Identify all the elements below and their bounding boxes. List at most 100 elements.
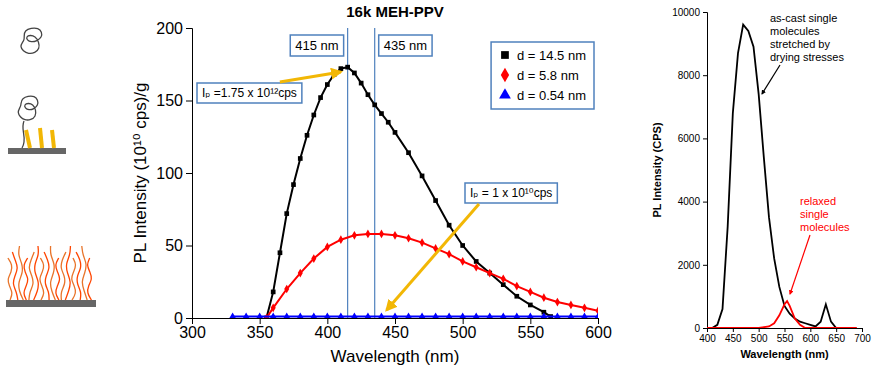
data-point xyxy=(378,312,385,318)
x-tick-label: 450 xyxy=(382,324,409,341)
data-point xyxy=(392,231,397,240)
data-point xyxy=(297,312,304,318)
y-axis-title: PL Intensity (10¹⁰ cps)/g xyxy=(131,83,150,264)
data-point xyxy=(366,92,371,97)
linker xyxy=(52,130,54,148)
data-point xyxy=(298,156,303,161)
annotation-text: 415 nm xyxy=(295,38,338,53)
data-point xyxy=(298,269,303,278)
brush-chain xyxy=(82,246,87,300)
annotation-frame xyxy=(379,35,432,56)
legend-entry: d = 14.5 nm xyxy=(501,48,586,63)
y-tick-mark xyxy=(703,75,707,76)
y-tick: 150 xyxy=(156,92,192,109)
x-tick-mark xyxy=(810,328,811,332)
x-tick-mark xyxy=(862,328,863,332)
annotation-text: molecules xyxy=(770,25,820,37)
y-tick-mark xyxy=(703,138,707,139)
annotation-text: relaxed xyxy=(800,195,836,207)
annotation-text: drying stresses xyxy=(770,51,844,63)
data-point xyxy=(270,312,277,318)
data-point xyxy=(345,65,350,70)
plot-area xyxy=(229,28,598,318)
x-tick: 450 xyxy=(382,318,409,341)
y-axis-line xyxy=(703,13,708,329)
data-point xyxy=(528,303,533,308)
brush-chain xyxy=(29,252,34,300)
data-point xyxy=(325,82,330,87)
x-tick-mark xyxy=(260,318,261,324)
y-tick: 200 xyxy=(156,20,192,37)
y-tick: 2000 xyxy=(678,260,707,271)
data-point xyxy=(513,312,520,318)
data-point xyxy=(352,71,357,76)
data-point xyxy=(318,95,323,100)
legend-entry: d = 0.54 nm xyxy=(499,88,586,103)
x-tick: 550 xyxy=(517,318,544,341)
data-point xyxy=(420,238,425,247)
x-axis-title: Wavelength (nm) xyxy=(331,347,460,366)
data-point xyxy=(243,312,250,318)
linker xyxy=(26,130,30,148)
series-line xyxy=(712,25,841,328)
data-point xyxy=(365,230,370,239)
y-axis: 050100150200 xyxy=(156,20,192,327)
x-tick-mark xyxy=(785,328,786,332)
data-point xyxy=(555,298,560,307)
y-tick-label: 0 xyxy=(694,323,700,334)
x-tick-label: 550 xyxy=(517,324,544,341)
data-point xyxy=(339,66,344,71)
brush-chain xyxy=(72,258,76,300)
brush-chain xyxy=(88,258,92,300)
y-tick-mark xyxy=(703,265,707,266)
y-tick: 4000 xyxy=(678,196,707,207)
y-tick-label: 8000 xyxy=(678,70,701,81)
x-tick-mark xyxy=(733,328,734,332)
brush-chain xyxy=(56,258,60,300)
brush-chain xyxy=(8,258,12,300)
x-tick-label: 350 xyxy=(247,324,274,341)
x-tick-mark xyxy=(463,318,464,324)
arrow xyxy=(762,65,780,94)
reference-line xyxy=(374,28,375,318)
data-point xyxy=(284,211,289,216)
x-tick-label: 550 xyxy=(777,333,794,344)
data-point xyxy=(364,312,371,318)
y-tick-label: 2000 xyxy=(678,260,701,271)
data-point xyxy=(393,130,398,135)
annotation-text: 435 nm xyxy=(384,38,427,53)
data-point xyxy=(256,312,263,318)
data-point xyxy=(379,230,384,239)
brush-chain xyxy=(50,246,55,300)
x-tick-mark xyxy=(836,328,837,332)
series-line xyxy=(707,301,857,328)
x-axis: 400450500550600650700 xyxy=(699,328,871,344)
x-tick-mark xyxy=(327,318,328,324)
chart-title: 16k MEH-PPV xyxy=(346,3,444,20)
data-point xyxy=(432,312,439,318)
x-tick-label: 700 xyxy=(854,333,871,344)
data-point xyxy=(406,234,411,243)
annotation-box: 415 nm xyxy=(290,35,343,56)
brush-chain xyxy=(19,246,24,300)
legend-label: d = 0.54 nm xyxy=(517,88,586,103)
data-point xyxy=(325,243,330,252)
annotation-frame xyxy=(290,35,343,56)
data-point xyxy=(568,301,573,310)
data-point xyxy=(581,312,588,318)
data-point xyxy=(405,312,412,318)
data-point xyxy=(386,120,391,125)
x-axis-line xyxy=(708,329,863,333)
y-axis-title: PL Intensity (CPS) xyxy=(651,122,663,217)
brush-chain xyxy=(76,252,81,300)
legend-frame xyxy=(491,42,594,109)
y-tick-label: 100 xyxy=(156,165,183,182)
x-tick-label: 650 xyxy=(828,333,845,344)
data-point xyxy=(541,293,546,302)
x-tick: 700 xyxy=(854,328,871,344)
brush-chain xyxy=(61,252,66,300)
brush-chain xyxy=(44,252,49,300)
y-tick-label: 10000 xyxy=(672,7,700,18)
data-point xyxy=(229,312,236,318)
x-tick-mark xyxy=(598,318,599,324)
